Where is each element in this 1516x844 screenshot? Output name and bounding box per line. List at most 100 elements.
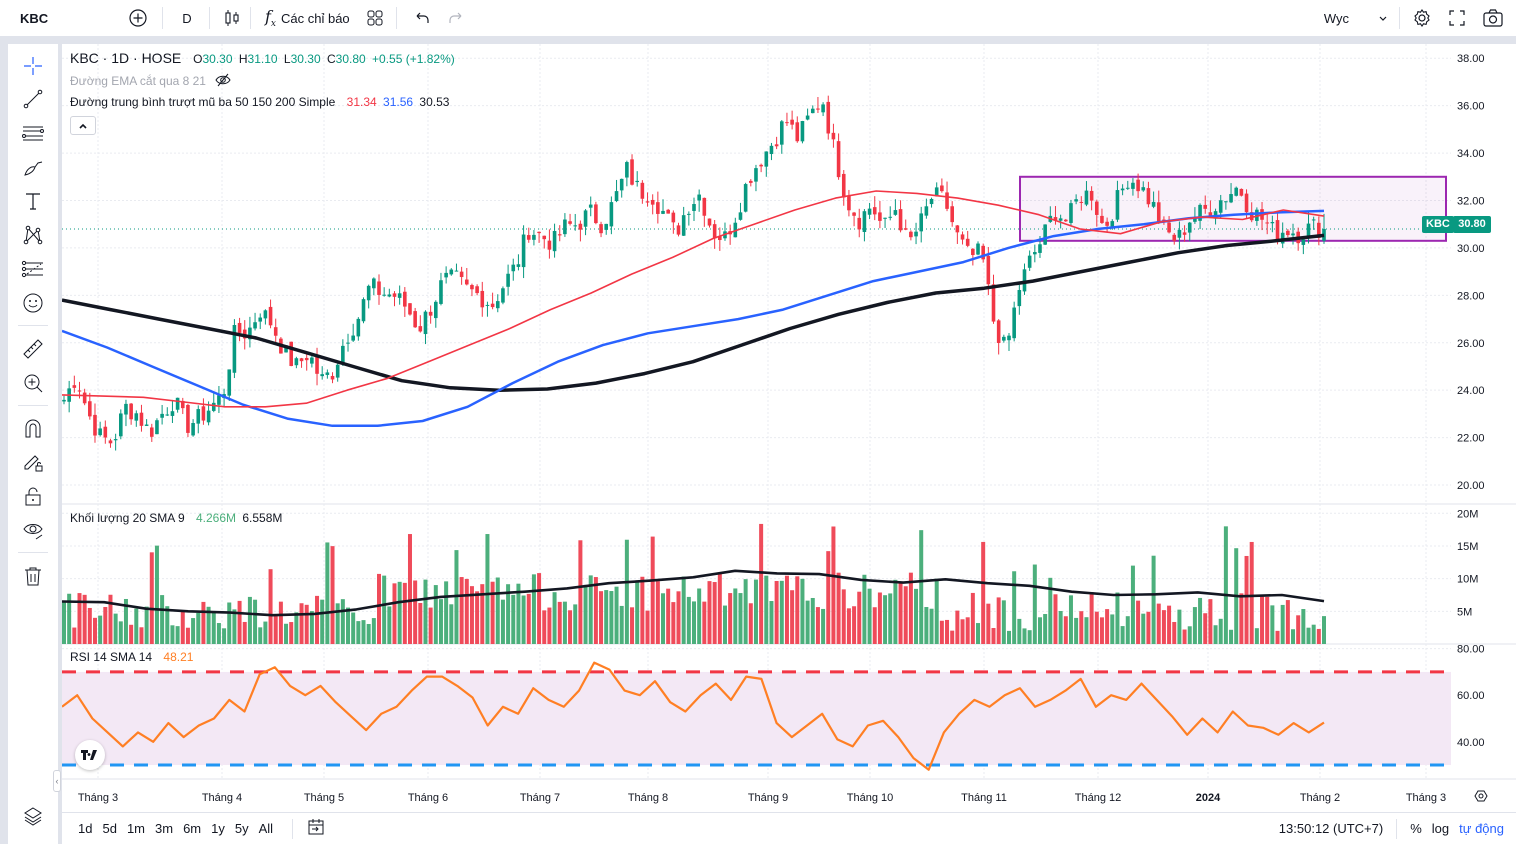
divider (292, 818, 294, 839)
candle-body (273, 327, 278, 336)
range-button-5y[interactable]: 5y (234, 821, 249, 836)
range-button-6m[interactable]: 6m (183, 821, 202, 836)
volume-bar (1125, 616, 1130, 644)
rsi-legend[interactable]: RSI 14 SMA 14 48.21 (70, 650, 193, 664)
candle (93, 403, 97, 443)
redo-button[interactable] (447, 0, 465, 38)
volume-bar (722, 605, 727, 644)
auto-toggle[interactable]: tự động (1459, 821, 1504, 836)
range-button-all[interactable]: All (258, 821, 274, 836)
object-tree-button[interactable] (21, 804, 45, 828)
candle-body (1002, 336, 1006, 341)
symbol-search-button[interactable]: KBC (20, 0, 100, 38)
collapse-legend-button[interactable] (70, 116, 96, 135)
crosshair-tool[interactable] (21, 54, 45, 78)
interval-button[interactable]: D (175, 0, 199, 38)
tradingview-logo[interactable] (75, 740, 105, 770)
candle (914, 222, 918, 245)
candle-body (237, 322, 242, 333)
trend-line-tool[interactable] (21, 87, 45, 111)
volume-bar (1032, 564, 1037, 644)
candle-body (1208, 212, 1213, 217)
text-tool[interactable] (21, 189, 45, 213)
candle (1291, 223, 1295, 245)
candle-body (227, 369, 232, 396)
zoom-in-tool[interactable] (21, 371, 45, 395)
candle (940, 178, 944, 193)
range-button-5d[interactable]: 5d (102, 821, 117, 836)
brush-tool[interactable] (21, 155, 45, 179)
timezone-button[interactable]: 13:50:12 (UTC+7) (1279, 821, 1383, 836)
range-button-1y[interactable]: 1y (211, 821, 225, 836)
candle (712, 219, 717, 249)
candle-body (552, 231, 557, 252)
range-button-1m[interactable]: 1m (126, 821, 145, 836)
candle (888, 206, 893, 221)
layout-button[interactable] (366, 0, 384, 38)
fullscreen-button[interactable] (1448, 0, 1466, 38)
magnet-tool[interactable] (21, 416, 45, 440)
range-button-3m[interactable]: 3m (155, 821, 174, 836)
volume-bar (222, 628, 227, 644)
collapse-toolbar-handle[interactable]: ‹ (53, 770, 61, 792)
candle (377, 274, 381, 305)
emoji-tool[interactable] (21, 291, 45, 315)
undo-button[interactable] (413, 0, 431, 38)
chart-canvas[interactable]: Tháng 3 Tháng 4 Tháng 5 Tháng 6 Tháng 7 Tháng… (61, 44, 1516, 812)
candle-body (139, 412, 144, 426)
lock-tool[interactable] (21, 484, 45, 508)
watchlist-dropdown[interactable]: Wyc (1324, 0, 1389, 38)
range-button-1d[interactable]: 1d (78, 821, 93, 836)
candle-body (805, 115, 810, 120)
delete-tool[interactable] (21, 564, 45, 588)
fib-tool[interactable] (21, 257, 45, 281)
compare-button[interactable] (128, 0, 148, 38)
go-to-date-button[interactable] (307, 818, 325, 839)
chart-type-button[interactable] (222, 0, 242, 38)
candles-group (62, 95, 1326, 451)
volume-bar (1265, 596, 1270, 644)
indicators-button[interactable]: fx Các chỉ báo (265, 0, 350, 38)
candle-body (707, 218, 712, 226)
ema-label: Đường EMA cắt qua 8 21 (70, 74, 206, 88)
candle (578, 220, 583, 242)
candle-body (1115, 190, 1120, 220)
volume-bar (743, 579, 748, 644)
log-toggle[interactable]: log (1432, 821, 1449, 836)
volume-bar (62, 602, 66, 644)
candle-body (774, 144, 779, 147)
volume-bar (945, 619, 950, 644)
volume-legend[interactable]: Khối lượng 20 SMA 9 4.266M 6.558M (70, 511, 282, 525)
candle (960, 231, 965, 245)
volume-axis-label: 15M (1457, 541, 1478, 553)
percent-toggle[interactable]: % (1410, 821, 1422, 836)
layout-grid-icon (367, 10, 383, 26)
settings-button[interactable] (1412, 0, 1432, 38)
candle (1012, 301, 1016, 342)
candle (144, 419, 149, 426)
ruler-tool[interactable] (21, 337, 45, 361)
candle-body (914, 231, 918, 237)
candle-body (883, 217, 887, 219)
candle (258, 313, 263, 330)
time-axis-settings-button[interactable] (1474, 790, 1488, 802)
candle (149, 423, 154, 442)
candle (645, 192, 650, 207)
candle-body (320, 374, 324, 377)
volume-bar (1239, 593, 1244, 644)
pattern-tool[interactable] (21, 223, 45, 247)
ma-legend[interactable]: Đường trung bình trượt mũ ba 50 150 200 … (70, 95, 449, 109)
volume-bar (480, 584, 485, 644)
volume-bar (568, 610, 573, 644)
horizontal-lines-tool[interactable] (21, 121, 45, 145)
candle-body (1239, 188, 1244, 196)
candle-body (697, 194, 701, 201)
volume-bar (1079, 611, 1084, 644)
ema-legend[interactable]: Đường EMA cắt qua 8 21 (70, 73, 231, 88)
chart-area[interactable]: Tháng 3 Tháng 4 Tháng 5 Tháng 6 Tháng 7 Tháng… (53, 44, 1516, 844)
lock-drawing-tool[interactable] (21, 450, 45, 474)
screenshot-button[interactable] (1482, 0, 1504, 38)
hide-tool[interactable] (21, 518, 45, 542)
candle-body (991, 284, 996, 322)
eye-hidden-icon[interactable] (215, 73, 231, 87)
